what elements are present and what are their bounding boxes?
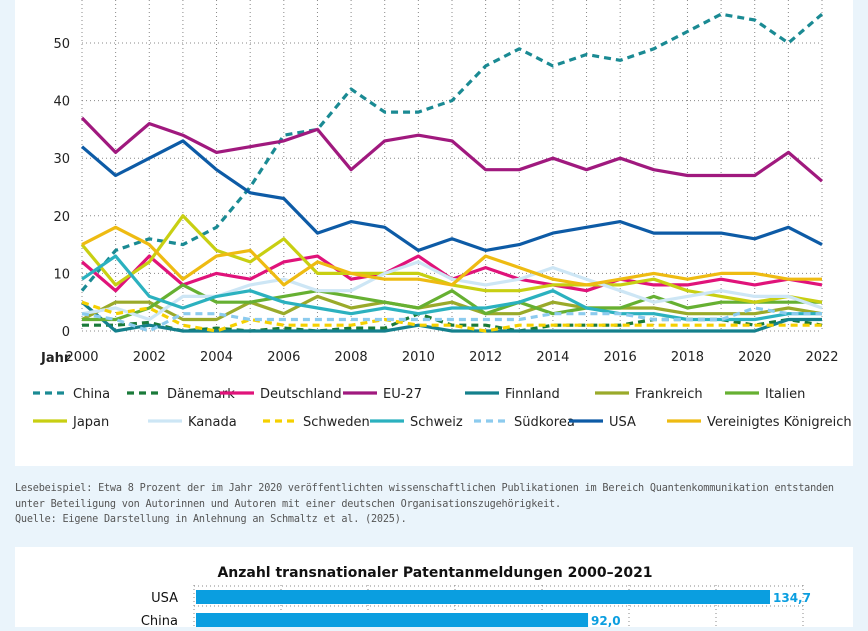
bar-chart-title: Anzahl transnationaler Patentanmeldungen… (217, 565, 652, 581)
x-axis-label: Jahr (40, 351, 71, 366)
bar-china (196, 613, 589, 627)
x-tick-label: 2022 (805, 350, 838, 365)
bar-usa (196, 590, 770, 604)
bar-category-label: China (141, 614, 178, 627)
x-tick-label: 2006 (267, 350, 300, 365)
y-tick-label: 30 (53, 152, 70, 167)
bar-chart: Anzahl transnationaler Patentanmeldungen… (141, 565, 811, 630)
bar-value-label: 92,0 (591, 614, 621, 627)
y-tick-label: 20 (53, 210, 70, 225)
series-line-finnland (80, 300, 822, 333)
x-tick-label: 2010 (402, 350, 435, 365)
bar-value-label: 134,7 (773, 591, 811, 605)
legend-label: EU-27 (383, 387, 422, 402)
chart-caption: Lesebeispiel: Etwa 8 Prozent der im Jahr… (15, 481, 860, 528)
legend-label: Vereinigtes Königreich (707, 415, 852, 430)
caption-line-2: unter Beteiligung von Autorinnen und Aut… (15, 498, 561, 510)
legend-label: Finnland (505, 387, 560, 402)
series-line-china (80, 12, 824, 292)
x-tick-label: 2004 (200, 350, 233, 365)
legend-label: Südkorea (514, 415, 575, 430)
series-line-frankreich (81, 294, 823, 322)
series-line-südkorea (81, 306, 822, 333)
x-tick-label: 2000 (65, 350, 98, 365)
series-line-usa (80, 139, 823, 252)
line-chart: 0 10 20 30 40 50 2000 2002 2004 2006 2008 2010 2012 2… (33, 0, 852, 430)
series-line-kanada (81, 260, 823, 322)
legend-label: Frankreich (635, 387, 703, 402)
x-tick-label: 2008 (335, 350, 368, 365)
x-tick-label: 2020 (738, 350, 771, 365)
legend-label: Kanada (188, 415, 237, 430)
legend-label: Italien (765, 387, 805, 402)
caption-line-1: Lesebeispiel: Etwa 8 Prozent der im Jahr… (15, 483, 834, 494)
x-tick-label: 2018 (671, 350, 704, 365)
bar-category-label: USA (151, 591, 178, 606)
x-tick-label: 2016 (604, 350, 637, 365)
legend-label: Japan (72, 415, 109, 430)
y-tick-label: 50 (53, 37, 70, 52)
x-tick-label: 2002 (133, 350, 166, 365)
y-tick-label: 10 (53, 267, 70, 282)
y-tick-label: 40 (53, 95, 70, 110)
x-tick-label: 2014 (536, 350, 569, 365)
series-line-schweden (81, 300, 822, 333)
legend-label: Dänemark (167, 387, 235, 402)
series-line-schweiz (81, 254, 822, 322)
bar-chart-panel: Anzahl transnationaler Patentanmeldungen… (15, 547, 853, 630)
x-tick-label: 2012 (469, 350, 502, 365)
line-chart-panel: 0 10 20 30 40 50 2000 2002 2004 2006 2008 2010 2012 2… (15, 0, 853, 466)
legend-label: Deutschland (260, 387, 342, 402)
legend-label: Schweiz (410, 415, 463, 430)
y-tick-label: 0 (62, 325, 70, 340)
series-line-eu-27 (80, 116, 824, 183)
legend-label: Schweden (303, 415, 370, 430)
legend-label: USA (609, 415, 636, 430)
legend-label: China (73, 387, 110, 402)
series-line-vereinigtes-königreich (81, 225, 822, 287)
caption-source: Quelle: Eigene Darstellung in Anlehnung … (15, 514, 407, 525)
